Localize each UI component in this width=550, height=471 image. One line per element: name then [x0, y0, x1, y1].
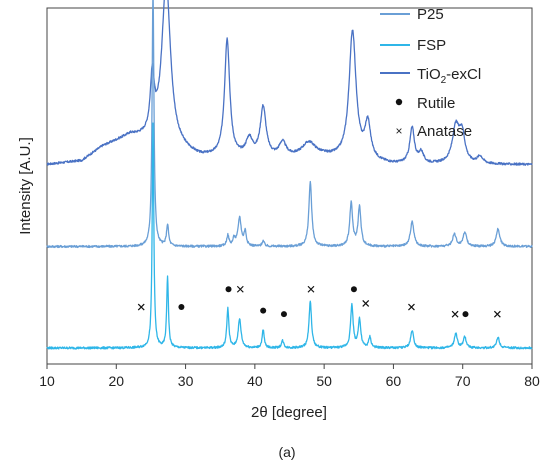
- legend-label-tio2-excl: TiO2-exCl: [417, 66, 481, 86]
- series-line-p25: [46, 0, 533, 249]
- anatase-marker: [451, 310, 459, 318]
- anatase-marker: [493, 310, 501, 318]
- x-axis-ticks: 10 20 30 40 50 60 70 80: [39, 364, 540, 389]
- anatase-marker: [408, 303, 415, 311]
- x-tick-label: 50: [316, 373, 332, 389]
- legend-label-p25: P25: [417, 6, 444, 23]
- legend-anatase-cross-icon: ×: [395, 124, 402, 138]
- anatase-marker: [307, 285, 315, 293]
- legend: P25 FSP TiO2-exCl Rutile × Anatase: [380, 6, 481, 140]
- legend-rutile-dot-icon: [395, 98, 403, 106]
- anatase-marker: [236, 285, 244, 293]
- rutile-marker: [280, 311, 287, 318]
- legend-tio2-subscript: 2: [441, 75, 447, 86]
- x-tick-label: 30: [178, 373, 194, 389]
- x-tick-label: 80: [524, 373, 540, 389]
- legend-tio2-suffix: -exCl: [446, 66, 481, 83]
- rutile-marker: [350, 286, 357, 293]
- y-axis-label: Intensity [A.U.]: [17, 137, 34, 235]
- legend-tio2-prefix: TiO: [417, 66, 441, 83]
- legend-label-rutile: Rutile: [417, 95, 455, 112]
- x-tick-label: 60: [386, 373, 402, 389]
- rutile-marker: [260, 307, 267, 314]
- rutile-marker: [462, 311, 469, 318]
- figure-caption: (a): [278, 444, 295, 460]
- x-axis-label: 2θ [degree]: [251, 404, 327, 421]
- legend-label-fsp: FSP: [417, 37, 446, 54]
- x-tick-label: 70: [455, 373, 471, 389]
- anatase-marker: [137, 303, 145, 311]
- phase-marker-layer: [137, 285, 501, 318]
- legend-label-anatase: Anatase: [417, 123, 472, 140]
- rutile-marker: [225, 286, 232, 293]
- series-layer: [46, 0, 533, 350]
- anatase-marker: [362, 300, 370, 307]
- plot-frame: [46, 7, 533, 365]
- series-line-fsp: [46, 122, 533, 350]
- x-tick-label: 40: [247, 373, 263, 389]
- rutile-marker: [178, 304, 185, 311]
- x-tick-label: 20: [108, 373, 124, 389]
- series-line-tio2-excl: [46, 0, 533, 166]
- x-tick-label: 10: [39, 373, 55, 389]
